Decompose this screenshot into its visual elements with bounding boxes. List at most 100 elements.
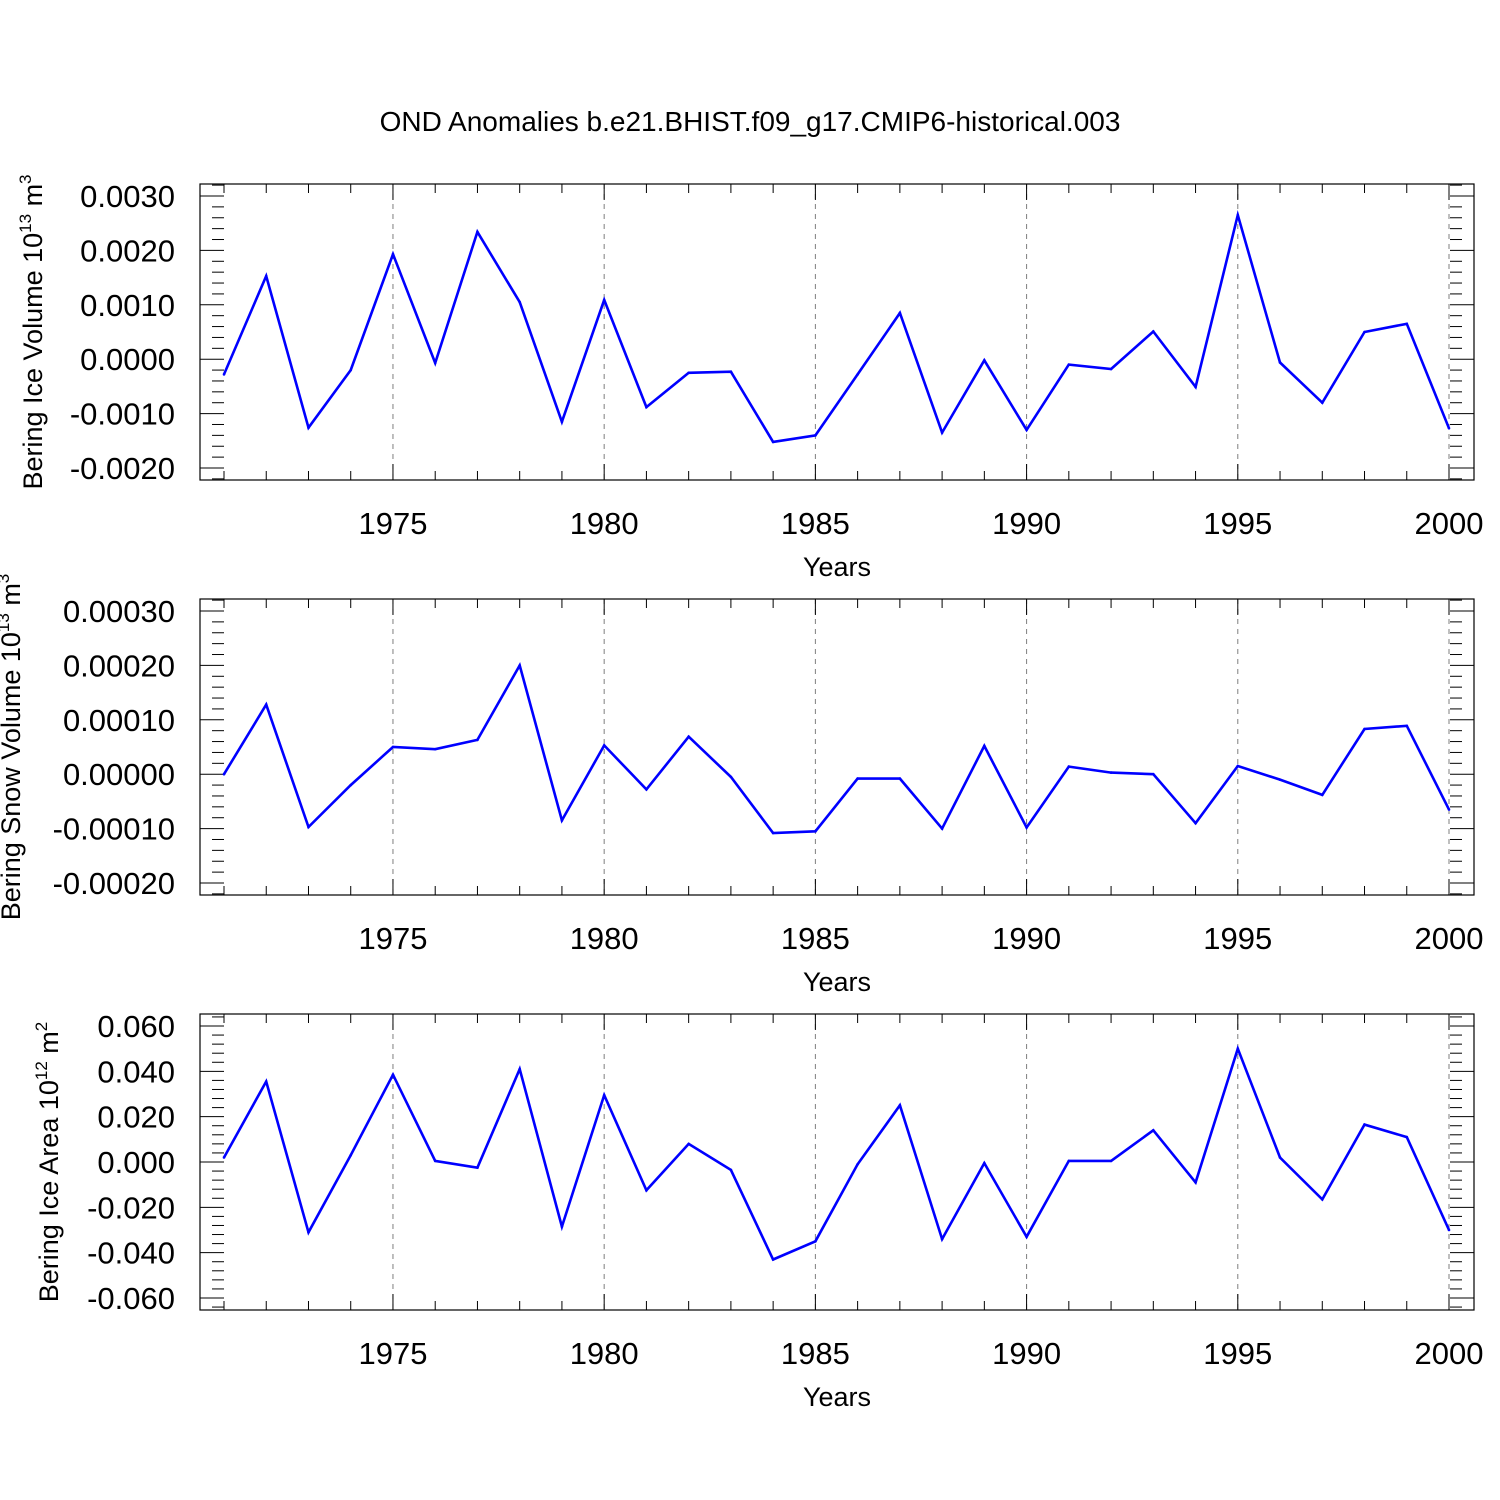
data-point-1995	[1236, 213, 1240, 217]
data-point-1978	[518, 664, 521, 667]
data-point-1986	[856, 777, 859, 780]
data-point-1974	[349, 368, 353, 372]
y-tick-label: 0.0010	[80, 288, 175, 323]
x-tick-label-2000: 2000	[1415, 506, 1484, 541]
data-point-1998	[1363, 330, 1366, 334]
y-tick-label: -0.040	[87, 1236, 175, 1271]
data-point-1998	[1363, 727, 1366, 731]
x-tick-label-1975: 1975	[358, 506, 427, 541]
data-point-1989	[983, 358, 986, 362]
y-axis-title: Bering Ice Area 1012 m2	[32, 1022, 64, 1303]
data-point-1997	[1320, 793, 1324, 797]
data-point-1990	[1025, 826, 1028, 829]
y-tick-label: 0.0030	[80, 179, 175, 214]
data-point-1974	[349, 783, 353, 787]
data-point-1992	[1109, 1159, 1113, 1163]
data-point-2000	[1447, 426, 1451, 430]
data-point-1980	[602, 298, 606, 302]
data-point-1992	[1109, 367, 1113, 371]
data-point-1999	[1405, 1135, 1409, 1139]
y-tick-label: 0.00030	[63, 594, 175, 629]
data-point-1976	[433, 1159, 437, 1163]
data-point-2000	[1447, 1228, 1451, 1232]
series-line-ice-area	[222, 1044, 1451, 1262]
data-point-1995	[1236, 1047, 1240, 1050]
data-point-1975	[391, 1073, 395, 1077]
data-point-1994	[1194, 385, 1197, 389]
data-point-1973	[307, 426, 310, 430]
data-point-1973	[307, 1230, 310, 1234]
y-tick-label: -0.060	[87, 1281, 175, 1316]
data-point-1990	[1025, 428, 1028, 432]
y-tick-label: -0.00010	[53, 812, 175, 847]
data-point-1986	[856, 373, 859, 376]
y-tick-label: 0.00010	[63, 703, 175, 738]
x-tick-label-1990: 1990	[992, 1336, 1061, 1371]
x-tick-label-1980: 1980	[570, 921, 639, 956]
panel-ice-volume: -0.0020 -0.0010 0.0000 0.0010 0.0020 0.0030 19…	[16, 174, 1483, 582]
y-tick-label: 0.060	[97, 1009, 175, 1044]
y-tick-label: -0.0010	[70, 397, 175, 432]
data-point-1985	[814, 1240, 817, 1243]
data-point-1982	[687, 735, 690, 738]
data-point-1988	[940, 827, 944, 830]
data-point-1978	[518, 300, 521, 304]
data-point-1981	[645, 788, 648, 791]
data-point-1991	[1067, 765, 1071, 768]
data-point-1988	[940, 1237, 944, 1241]
data-point-1976	[433, 361, 437, 365]
x-tick-label-1980: 1980	[570, 1336, 639, 1371]
x-tick-label-1975: 1975	[358, 1336, 427, 1371]
data-point-1973	[307, 825, 310, 829]
data-point-1987	[898, 1104, 902, 1107]
data-point-1996	[1278, 778, 1282, 781]
x-tick-label-1985: 1985	[781, 506, 850, 541]
y-tick-label: 0.00000	[63, 757, 175, 792]
x-tick-label-1985: 1985	[781, 1336, 850, 1371]
data-point-1989	[983, 744, 986, 748]
data-point-1987	[898, 777, 902, 780]
data-point-1994	[1194, 821, 1197, 825]
x-tick-label-1975: 1975	[358, 921, 427, 956]
y-axis-title: Bering Snow Volume 1013 m3	[0, 574, 26, 921]
data-point-1989	[983, 1161, 986, 1165]
y-axis-title: Bering Ice Volume 1013 m3	[16, 174, 48, 489]
data-point-1977	[476, 738, 479, 742]
data-point-1972	[264, 703, 268, 706]
data-point-1972	[264, 274, 268, 278]
y-tick-label: -0.020	[87, 1190, 175, 1225]
data-point-1991	[1067, 1159, 1071, 1163]
plot-frame	[199, 183, 1475, 481]
data-point-1971	[222, 772, 226, 776]
data-point-1977	[476, 230, 479, 234]
data-point-1994	[1194, 1181, 1197, 1184]
data-point-1979	[560, 819, 564, 822]
y-tick-label: 0.0000	[80, 342, 175, 377]
data-point-1978	[518, 1067, 521, 1071]
data-point-1990	[1025, 1235, 1028, 1239]
data-point-1981	[645, 405, 648, 409]
x-tick-label-2000: 2000	[1415, 921, 1484, 956]
y-tick-label: 0.040	[97, 1054, 175, 1089]
data-point-1982	[687, 1142, 690, 1146]
x-tick-label-1995: 1995	[1203, 921, 1272, 956]
data-point-1997	[1320, 1198, 1324, 1201]
plot-frame	[199, 598, 1475, 896]
data-point-1975	[391, 745, 395, 749]
data-point-1984	[771, 1258, 775, 1261]
x-tick-label-2000: 2000	[1415, 1336, 1484, 1371]
data-point-1999	[1405, 322, 1409, 326]
data-point-1986	[856, 1162, 859, 1166]
series-line-snow-volume	[222, 662, 1451, 835]
x-axis-title: Years	[803, 1382, 871, 1412]
data-point-1992	[1109, 771, 1113, 774]
data-point-1993	[1152, 1128, 1155, 1132]
data-point-1984	[771, 831, 775, 835]
x-axis-title: Years	[803, 967, 871, 997]
data-point-1980	[602, 1093, 606, 1097]
y-tick-label: 0.00020	[63, 648, 175, 683]
data-point-1980	[602, 744, 606, 747]
y-tick-label: 0.0020	[80, 233, 175, 268]
data-point-1983	[729, 775, 733, 779]
x-tick-label-1985: 1985	[781, 921, 850, 956]
